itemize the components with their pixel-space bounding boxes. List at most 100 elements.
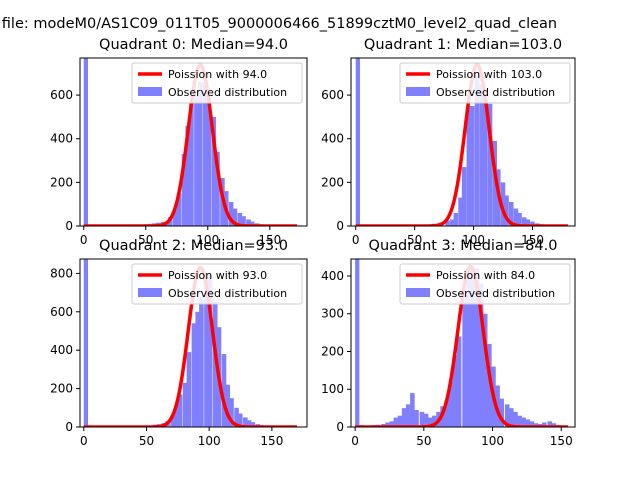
y-tick-label: 300 [321, 307, 344, 321]
y-tick-label: 200 [50, 175, 73, 189]
histogram-bar [466, 268, 471, 427]
histogram-bar [529, 421, 535, 427]
subplot-title: Quadrant 0: Median=94.0 [99, 37, 288, 53]
histogram-bar [189, 101, 194, 226]
histogram-bar [393, 417, 399, 427]
histogram-bar [453, 212, 459, 226]
y-tick-label: 200 [50, 382, 73, 396]
histogram-bar [211, 116, 217, 226]
y-tick-label: 600 [50, 88, 73, 102]
histogram-bar [221, 354, 227, 427]
histogram-bar [513, 208, 519, 226]
y-tick-label: 0 [336, 420, 344, 434]
histogram-bar [170, 415, 175, 427]
histogram-bar [517, 415, 522, 427]
x-tick-label: 150 [258, 233, 281, 247]
histogram-bar [174, 405, 179, 427]
histogram-bar [246, 420, 252, 427]
histogram-bar [194, 95, 199, 226]
histogram-bar [445, 220, 450, 226]
subplot-quadrant-3: 0 50 100 150 0 100 200 300 400 Quadrant 3: Median… [321, 238, 576, 448]
histogram-bar [525, 419, 531, 427]
y-tick-label: 400 [50, 343, 73, 357]
axes-frame [79, 57, 308, 227]
legend-box [399, 62, 571, 104]
legend-box [131, 62, 303, 104]
plot-area [83, 58, 298, 226]
histogram-bar [487, 103, 493, 226]
legend-curve-label: Poission with 84.0 [436, 269, 535, 282]
histogram-bar [470, 106, 475, 226]
histogram-bar [238, 413, 243, 427]
y-tick-label: 400 [321, 132, 344, 146]
legend-box [399, 263, 571, 305]
x-tick-label: 150 [260, 434, 283, 448]
histogram-bar [237, 212, 243, 226]
y-tick-label: 600 [50, 305, 73, 319]
x-tick-label: 50 [416, 434, 431, 448]
histogram-bar [508, 202, 514, 226]
subplot-title: Quadrant 2: Median=93.0 [99, 238, 288, 254]
histogram-bar [462, 294, 467, 427]
histogram-bar [504, 195, 509, 226]
histogram-bar [423, 413, 429, 427]
histogram-bar [478, 283, 484, 427]
legend: Poission with 94.0 Observed distribution [131, 62, 303, 104]
legend-bar-swatch [138, 87, 162, 96]
legend-bar-label: Observed distribution [436, 86, 555, 99]
histogram-bar [482, 313, 488, 427]
x-tick-label: 150 [521, 233, 544, 247]
histogram-bar [385, 422, 390, 427]
poisson-curve [83, 63, 298, 226]
histogram-bar [509, 408, 514, 427]
poisson-curve [83, 265, 298, 427]
histogram-bar [474, 268, 480, 427]
histogram-bar [487, 343, 492, 427]
histogram-bar [202, 82, 208, 226]
legend: Poission with 84.0 Observed distribution [399, 263, 571, 305]
x-tick-label: 100 [196, 233, 219, 247]
histogram-bar [389, 421, 395, 427]
histogram-bar [504, 404, 510, 427]
histogram-bar [483, 90, 488, 226]
histogram-bar [432, 415, 437, 427]
histogram-bar [479, 84, 485, 226]
histogram-bar [241, 216, 246, 226]
histogram-bar [517, 212, 522, 226]
histogram-bar [204, 273, 209, 427]
histogram-bar-zero [83, 58, 88, 226]
y-tick-label: 0 [65, 219, 73, 233]
axes-frame [350, 57, 576, 227]
histogram-bar [500, 182, 506, 226]
x-tick-label: 50 [139, 434, 154, 448]
legend-curve-label: Poission with 103.0 [436, 68, 542, 81]
legend-bar-swatch [406, 288, 430, 297]
histogram-bar [444, 400, 450, 427]
poisson-curve [355, 62, 569, 226]
histogram-bar [199, 296, 204, 427]
y-tick-label: 0 [336, 219, 344, 233]
histogram-bar [249, 221, 255, 226]
x-tick-label: 0 [352, 233, 360, 247]
histogram-bar [181, 154, 187, 226]
histogram-bar [177, 394, 183, 427]
legend-box [131, 263, 303, 305]
legend: Poission with 93.0 Observed distribution [131, 263, 303, 305]
histogram-bar-zero [83, 259, 89, 427]
legend-curve-label: Poission with 94.0 [168, 68, 267, 81]
histogram-bar [228, 202, 234, 226]
y-tick-label: 600 [321, 88, 344, 102]
subplot-title: Quadrant 3: Median=84.0 [369, 238, 558, 254]
histogram-bar [461, 167, 467, 226]
axes-frame [79, 258, 308, 428]
subplot-title: Quadrant 1: Median=103.0 [364, 37, 562, 53]
histogram-bar [185, 125, 191, 226]
y-tick-label: 200 [321, 175, 344, 189]
histogram-bar [215, 151, 220, 226]
histogram-bar [173, 209, 178, 226]
histogram-bar [427, 417, 433, 427]
y-tick-label: 800 [50, 266, 73, 280]
histogram-bar [234, 407, 239, 427]
histogram-bar [401, 408, 407, 427]
histogram-bar [521, 417, 526, 427]
